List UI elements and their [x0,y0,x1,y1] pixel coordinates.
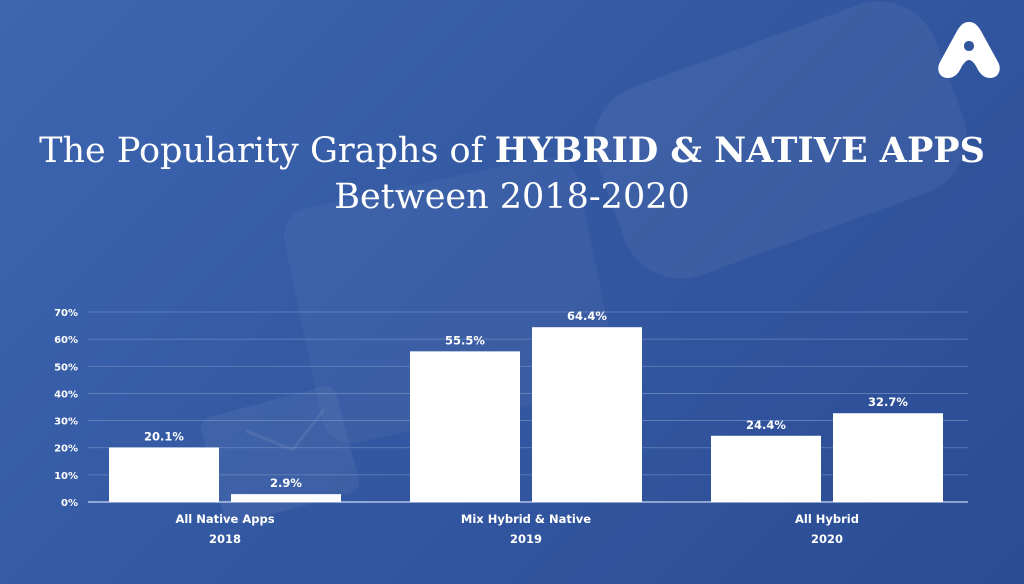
bar [833,413,943,502]
bar [410,351,520,502]
brand-a-logo-icon [938,22,1000,78]
data-label: 32.7% [868,395,908,409]
y-tick-label: 40% [54,389,78,400]
data-label: 24.4% [746,418,786,432]
x-category-label: All Hybrid [795,512,859,526]
x-category-label: Mix Hybrid & Native [461,512,591,526]
y-tick-label: 30% [54,417,78,428]
x-year-label: 2018 [209,532,241,546]
data-label: 20.1% [144,429,184,443]
y-tick-label: 20% [54,444,78,455]
y-tick-label: 60% [54,335,78,346]
title-line-2: Between 2018-2020 [334,177,690,217]
y-tick-label: 50% [54,362,78,373]
y-tick-label: 10% [54,471,78,482]
bar [532,327,642,502]
bar [711,435,821,502]
title-prefix: The Popularity Graphs of [39,131,484,171]
x-year-label: 2020 [811,532,843,546]
title-emphasis: HYBRID & NATIVE APPS [494,130,985,171]
x-year-label: 2019 [510,532,542,546]
data-label: 55.5% [445,333,485,347]
title-line-1: The Popularity Graphs of HYBRID & NATIVE… [0,128,1024,174]
bar [231,494,341,502]
bar [109,447,219,502]
chart-title: The Popularity Graphs of HYBRID & NATIVE… [0,128,1024,220]
y-tick-label: 70% [54,308,78,319]
y-tick-label: 0% [61,498,78,509]
x-category-label: All Native Apps [175,512,274,526]
data-label: 2.9% [270,476,302,490]
data-label: 64.4% [567,309,607,323]
